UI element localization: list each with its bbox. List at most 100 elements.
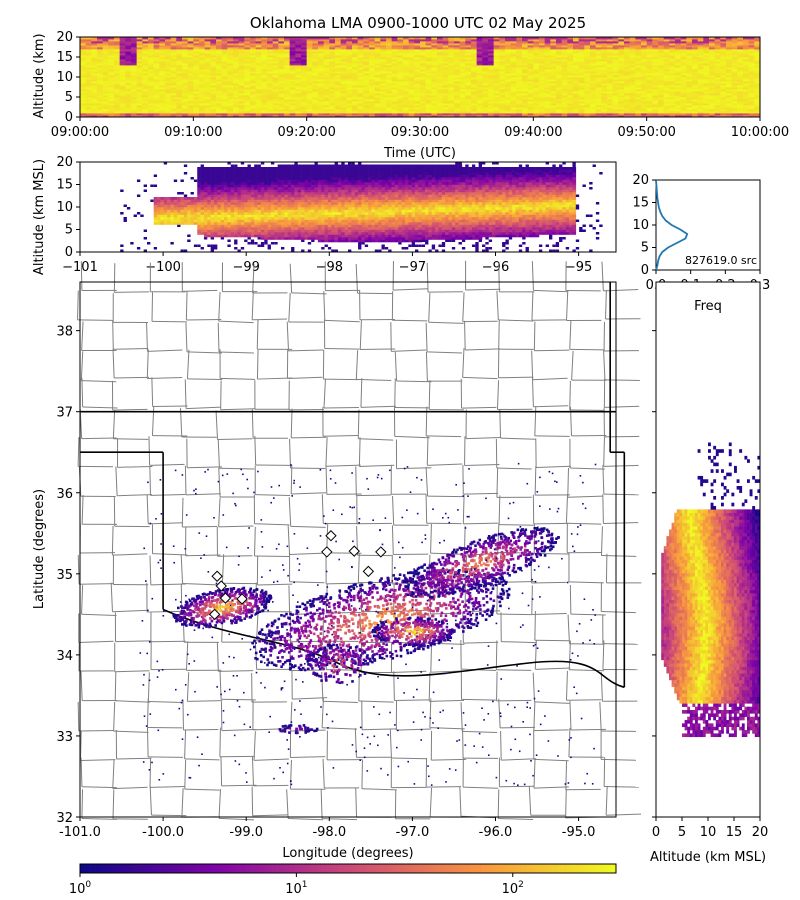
density-cell bbox=[216, 69, 223, 72]
density-cell bbox=[250, 99, 257, 102]
density-cell bbox=[516, 81, 523, 84]
density-cell bbox=[289, 79, 296, 82]
density-cell bbox=[539, 85, 546, 88]
density-cell bbox=[238, 89, 245, 92]
density-cell bbox=[153, 57, 160, 60]
density-cell bbox=[612, 49, 619, 52]
density-cell bbox=[199, 51, 206, 54]
density-cell bbox=[238, 67, 245, 70]
density-cell bbox=[221, 115, 228, 118]
density-cell bbox=[119, 103, 126, 106]
density-cell bbox=[244, 51, 251, 54]
density-cell bbox=[187, 89, 194, 92]
density-cell bbox=[312, 45, 319, 48]
density-cell bbox=[238, 95, 245, 98]
density-cell bbox=[573, 99, 580, 102]
density-cell bbox=[221, 75, 228, 78]
density-cell bbox=[380, 95, 387, 98]
density-cell bbox=[437, 79, 444, 82]
density-cell bbox=[289, 53, 296, 56]
density-cell bbox=[476, 95, 483, 98]
density-cell bbox=[624, 103, 631, 106]
density-cell bbox=[238, 91, 245, 94]
density-cell bbox=[629, 97, 636, 100]
density-cell bbox=[295, 59, 302, 62]
density-cell bbox=[397, 99, 404, 102]
density-cell bbox=[493, 77, 500, 80]
density-cell bbox=[255, 101, 262, 104]
density-cell bbox=[267, 87, 274, 90]
density-cell bbox=[448, 45, 455, 48]
density-cell bbox=[465, 85, 472, 88]
density-cell bbox=[561, 111, 568, 114]
density-cell bbox=[414, 81, 421, 84]
density-cell bbox=[193, 87, 200, 90]
density-cell bbox=[471, 77, 478, 80]
density-cell bbox=[102, 75, 109, 78]
density-cell bbox=[391, 99, 398, 102]
density-cell bbox=[142, 113, 149, 116]
density-cell bbox=[403, 43, 410, 46]
density-cell bbox=[471, 111, 478, 114]
density-cell bbox=[85, 105, 92, 108]
density-cell bbox=[488, 87, 495, 90]
density-cell bbox=[114, 53, 121, 56]
density-cell bbox=[510, 89, 517, 92]
density-cell bbox=[255, 55, 262, 58]
density-cell bbox=[102, 87, 109, 90]
density-cell bbox=[102, 51, 109, 54]
density-cell bbox=[465, 113, 472, 116]
density-cell bbox=[233, 65, 240, 68]
density-cell bbox=[420, 41, 427, 44]
density-cell bbox=[403, 83, 410, 86]
density-cell bbox=[607, 99, 614, 102]
density-cell bbox=[119, 51, 126, 54]
density-cell bbox=[561, 89, 568, 92]
density-cell bbox=[114, 67, 121, 70]
density-cell bbox=[153, 222, 158, 225]
density-cell bbox=[289, 87, 296, 90]
density-cell bbox=[244, 57, 251, 60]
density-cell bbox=[635, 69, 642, 72]
density-cell bbox=[607, 65, 614, 68]
density-cell bbox=[346, 81, 353, 84]
density-cell bbox=[567, 103, 574, 106]
density-cell bbox=[148, 47, 155, 50]
density-cell bbox=[437, 41, 444, 44]
density-cell bbox=[425, 105, 432, 108]
density-cell bbox=[578, 91, 585, 94]
density-cell bbox=[544, 115, 551, 118]
density-cell bbox=[437, 83, 444, 86]
density-cell bbox=[91, 113, 98, 116]
density-cell bbox=[329, 53, 336, 56]
density-cell bbox=[612, 47, 619, 50]
density-cell bbox=[170, 77, 177, 80]
density-cell bbox=[527, 63, 534, 66]
density-cell bbox=[573, 85, 580, 88]
density-cell bbox=[216, 89, 223, 92]
density-cell bbox=[180, 212, 185, 215]
density-cell bbox=[159, 107, 166, 110]
density-cell bbox=[85, 87, 92, 90]
density-cell bbox=[505, 91, 512, 94]
density-cell bbox=[148, 71, 155, 74]
density-cell bbox=[295, 43, 302, 46]
density-cell bbox=[163, 204, 168, 208]
density-cell bbox=[465, 81, 472, 84]
density-cell bbox=[476, 87, 483, 90]
density-cell bbox=[301, 73, 308, 76]
density-cell bbox=[153, 37, 160, 40]
density-cell bbox=[369, 109, 376, 112]
density-cell bbox=[284, 75, 291, 78]
density-cell bbox=[170, 197, 175, 200]
density-cell bbox=[425, 39, 432, 42]
density-cell bbox=[148, 95, 155, 98]
density-cell bbox=[544, 47, 551, 50]
density-cell bbox=[437, 59, 444, 62]
density-cell bbox=[544, 43, 551, 46]
density-cell bbox=[369, 73, 376, 76]
density-cell bbox=[527, 61, 534, 64]
density-cell bbox=[437, 81, 444, 84]
density-cell bbox=[227, 47, 234, 50]
density-cell bbox=[199, 63, 206, 66]
